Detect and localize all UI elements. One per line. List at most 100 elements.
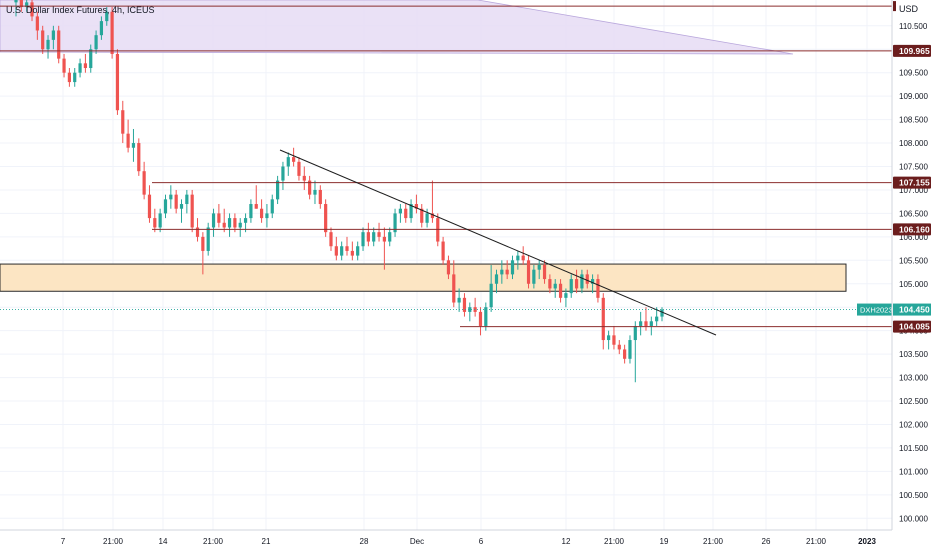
candle-body [163,199,168,214]
time-tick-label: 21:00 [103,537,124,546]
candle-body [297,161,301,176]
candle-body [67,72,71,83]
candle-body [441,241,445,261]
candle-body [569,279,573,294]
candle-body [147,194,152,219]
candle-body [553,283,557,289]
candle-body [639,321,643,326]
candle-body [169,194,173,200]
time-tick-label: 7 [61,537,66,546]
candle-body [137,143,141,172]
candle-body [142,171,146,195]
candle-body [73,72,77,83]
trendline [279,149,717,336]
level-badge-label: 104.085 [899,322,930,332]
time-tick-label: 19 [660,537,669,546]
candle-body [398,208,402,214]
price-tick-label: 105.000 [899,280,928,289]
candle-body [62,58,66,73]
candle-body [452,274,456,303]
price-tick-label: 102.500 [899,397,928,406]
candle-body [473,307,477,312]
level-badge-label: 107.155 [899,178,930,188]
price-tick-label: 108.000 [899,139,928,148]
level-badge [893,320,931,333]
time-tick-label: 21 [262,537,271,546]
candle-body [46,39,50,50]
symbol-title: U.S. Dollar Index Futures, 4h, ICEUS [6,5,155,15]
candle-body [313,189,317,195]
candle-body [542,265,547,280]
candle-body [233,218,237,228]
price-tick-label: 106.000 [899,233,928,242]
candle-body [366,232,370,242]
candle-body [131,143,136,148]
candle-body [276,180,280,200]
candle-body [574,279,579,289]
price-tick-label: 109.500 [899,69,928,78]
candle-body [14,0,18,3]
time-tick-label: 28 [360,537,369,546]
time-tick-label: 21:00 [203,537,224,546]
candle-body [425,213,429,223]
candle-body [644,321,648,326]
candle-body [174,194,178,209]
candle-body [94,35,98,50]
candle-body [388,232,392,242]
price-axis[interactable]: 100.000 100.500 101.000 101.500 102.000 102.5… [891,0,932,550]
zone-rectangle [0,263,847,292]
candle-body [201,236,205,251]
candle-body [462,297,467,312]
candle-body [185,194,189,205]
candle-body [35,16,39,31]
candle-body [446,260,451,275]
candle-body [89,49,93,69]
candle-body [115,53,120,111]
candle-body [521,255,525,261]
time-axis-bg [0,530,932,550]
candle-body [41,30,45,50]
price-tick-label: 103.000 [899,374,928,383]
candle-body [195,227,200,237]
time-tick-label: Dec [410,537,424,546]
candle-body [302,175,306,181]
candle-body [516,255,520,261]
candle-body [590,279,595,284]
candle-body [324,204,328,233]
candle-body [558,283,563,298]
candle-body [227,218,232,228]
candle-body [607,335,611,341]
candle-body [484,307,488,326]
candle-body [190,194,194,228]
candle-body [457,297,461,303]
time-tick-label: 26 [762,537,771,546]
candle-body [489,283,493,308]
candle-body [350,250,354,256]
candle-body [601,297,605,341]
candle-body [580,274,584,289]
candle-body [372,232,376,242]
candle-body [340,246,344,256]
candle-body [153,218,157,228]
candle-body [660,309,664,317]
candle-body [217,213,221,223]
price-tick-label: 106.500 [899,209,928,218]
candle-body [633,325,637,341]
candle-body [179,204,184,209]
candle-body [19,0,23,8]
candle-body [211,213,216,228]
price-tick-label: 108.500 [899,116,928,125]
price-tick-label: 110.500 [899,22,928,31]
time-tick-label: 21:00 [703,537,724,546]
candle-body [78,63,82,73]
candle-body [526,260,531,284]
candle-body [286,157,290,167]
price-tick-label: 100.000 [899,514,928,523]
candle-body [308,180,312,195]
time-axis[interactable]: 7 21:00 14 21:00 21 28 Dec 6 12 21:00 19 21:00 26 21:… [0,529,932,550]
candle-body [414,204,419,209]
level-badge-label: 109.965 [899,46,930,56]
candle-body [500,269,504,275]
